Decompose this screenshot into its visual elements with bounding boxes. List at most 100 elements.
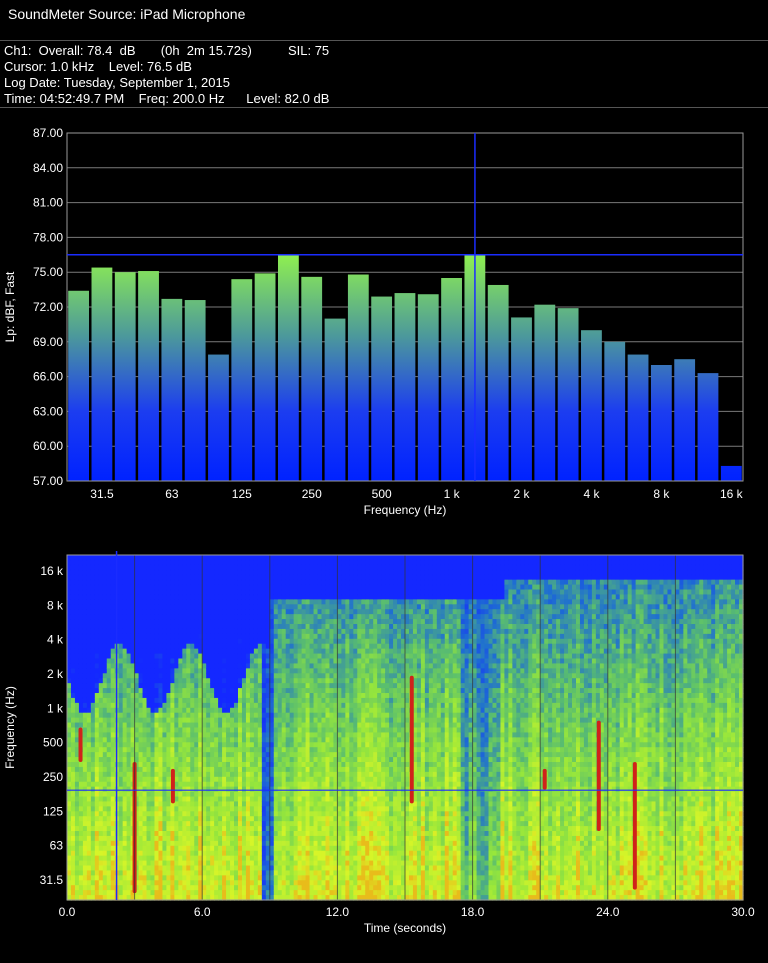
spectrogram-cell (102, 737, 108, 743)
spectrogram-cell (142, 555, 148, 561)
spectrogram-cell (126, 806, 132, 812)
spectrogram-cell (277, 835, 283, 842)
spectrogram-cell (146, 737, 152, 743)
spectrogram-cell (134, 673, 140, 679)
spectrogram-cell (158, 791, 164, 798)
spectrogram-cell (321, 835, 327, 842)
spectrogram-cell (265, 668, 271, 674)
spectrogram-cell (110, 683, 116, 689)
spectrogram-cell (273, 840, 279, 847)
spectrogram-cell (70, 776, 76, 783)
spectrogram-cell (277, 555, 283, 561)
spectrogram-cell (90, 683, 96, 689)
spectrogram-cell (273, 693, 279, 699)
spectrogram-cell (198, 619, 203, 625)
spectrogram-cell (190, 697, 195, 704)
spectrogram-cell (90, 564, 96, 571)
spectrogram-cell (150, 633, 156, 640)
spectrogram-cell (190, 668, 195, 674)
spectrogram-cell (118, 880, 124, 886)
spectrogram-cell (198, 821, 203, 827)
spectrogram-cell (245, 594, 251, 600)
spectrogram-cell (206, 762, 211, 768)
spectrogram-cell (234, 855, 239, 862)
spectrogram-cell (329, 737, 335, 743)
spectrogram-cell (67, 633, 72, 640)
spectrogram-cell (257, 850, 263, 857)
spectrogram-cell (293, 806, 299, 812)
spectrogram-cell (253, 722, 259, 729)
spectrogram-cell (281, 781, 287, 788)
spectrogram-cell (301, 860, 307, 867)
spectrogram-cell (154, 771, 160, 778)
spectrogram-cell (202, 619, 207, 625)
spectrogram-cell (313, 727, 319, 734)
spectrogram-cell (110, 826, 116, 832)
spectrogram-cell (190, 555, 195, 561)
spectrogram-cell (321, 702, 327, 709)
spectrogram-cell (273, 895, 279, 901)
spectrogram-cell (182, 643, 187, 650)
spectrogram-cell (337, 885, 342, 891)
spectrogram-cell (126, 668, 132, 674)
spectrogram-cell (190, 678, 195, 684)
spectrogram-cell (182, 737, 187, 743)
spectrogram-cell (170, 609, 175, 615)
octave-bar-chart[interactable]: 87.0084.0081.0078.0075.0072.0069.0066.00… (0, 118, 768, 518)
spectrogram-cell (174, 875, 179, 881)
spectrogram-cell (301, 648, 307, 655)
spectrogram-cell (321, 619, 327, 625)
spectrogram-cell (321, 614, 327, 620)
spectrogram-cell (305, 880, 311, 886)
spectrogram-cell (297, 633, 303, 640)
spectrogram-cell (257, 776, 263, 783)
spectrogram-cell (198, 589, 203, 596)
spectrogram-cell (110, 781, 116, 788)
spectrogram-cell (194, 688, 199, 694)
spectrogram-cell (265, 895, 271, 901)
spectrogram-cell (74, 653, 80, 660)
spectrogram-cell (70, 633, 76, 640)
spectrogram-cell (297, 801, 303, 807)
spectrogram-cell (126, 890, 132, 896)
spectrogram-cell (257, 771, 263, 778)
spectrogram-cell (94, 865, 100, 872)
spectrogram-cell (186, 584, 191, 591)
spectrogram-cell (210, 648, 215, 655)
spectrogram-cell (126, 555, 132, 561)
spectrogram-cell (70, 845, 76, 852)
spectrogram-cell (82, 574, 88, 581)
bar (301, 276, 323, 481)
spectrogram-cell (241, 712, 247, 719)
spectrogram-cell (245, 855, 251, 862)
spectrogram-cell (253, 614, 259, 620)
spectrogram-cell (281, 845, 287, 852)
spectrogram-cell (281, 584, 287, 591)
spectrogram-cell (257, 766, 263, 773)
spectrogram-cell (150, 870, 156, 876)
spectrogram-cell (182, 693, 187, 699)
spectrogram-cell (178, 875, 183, 881)
spectrogram-cell (74, 717, 80, 724)
spectrogram-cell (269, 850, 275, 857)
spectrogram[interactable]: 0.0 6.0 12.0 18.0 24.0 30.016 k8 k4 k2 k1 k50… (0, 540, 768, 940)
spectrogram-cell (269, 840, 275, 847)
spectrogram-cell (313, 633, 319, 640)
spectrogram-cell (118, 762, 124, 768)
spectrogram-cell (337, 702, 342, 709)
spectrogram-cell (257, 747, 263, 753)
spectrogram-cell (90, 722, 96, 729)
spectrogram-cell (321, 895, 327, 901)
spectrogram-cell (182, 658, 187, 665)
spectrogram-cell (333, 668, 338, 674)
info-overall: Ch1: Overall: 78.4 dB (0h 2m 15.72s) SIL… (4, 43, 330, 58)
spectrogram-cell (226, 678, 231, 684)
spectrogram-cell (249, 880, 255, 886)
spectrogram-cell (230, 880, 235, 886)
y-tick-label: 84.00 (33, 161, 63, 175)
spectrogram-cell (234, 599, 239, 605)
spectrogram-cell (265, 796, 271, 803)
spectrogram-cell (241, 885, 247, 891)
spectrogram-cell (249, 855, 255, 862)
spectrogram-cell (341, 727, 346, 734)
